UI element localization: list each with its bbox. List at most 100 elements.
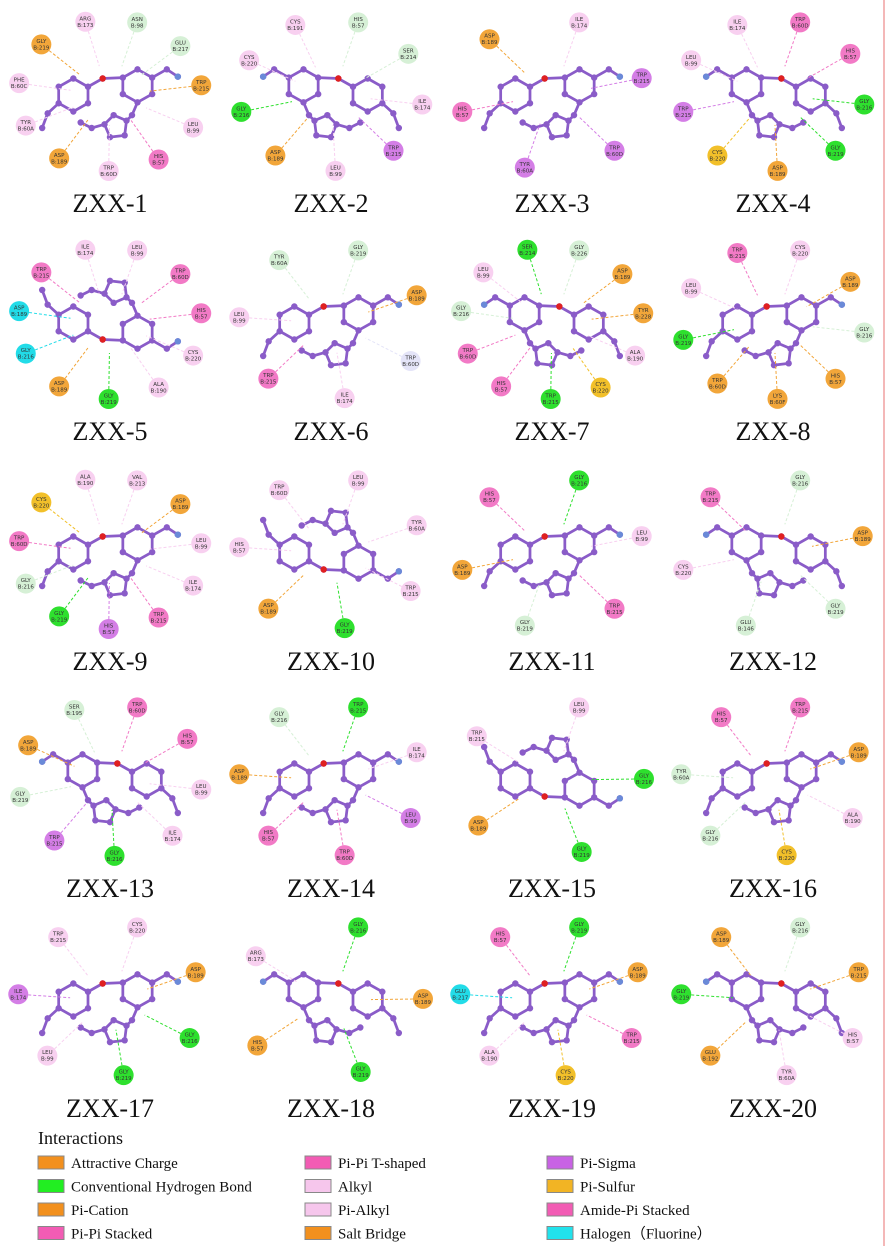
residue-label: TYR	[519, 162, 531, 168]
panel-label: ZXX-14	[287, 874, 375, 903]
residue-label: TRP	[338, 850, 350, 856]
interaction-line	[460, 993, 513, 999]
legend-title: Interactions	[38, 1128, 123, 1148]
residue-label: B:99	[477, 273, 490, 279]
legend-swatch	[304, 1155, 332, 1170]
residue-bubble	[479, 29, 500, 50]
residue-label: ASP	[263, 603, 274, 609]
residue-bubble	[348, 697, 369, 718]
residue-label: B:216	[18, 355, 35, 361]
residue-label: CYS	[244, 55, 255, 61]
residue-label: B:99	[195, 544, 208, 550]
residue-label: B:220	[779, 856, 796, 862]
residue-label: B:215	[634, 79, 651, 85]
interaction-line	[364, 53, 409, 80]
interaction-line	[807, 794, 853, 819]
interaction-line	[591, 312, 644, 320]
residue-label: B:219	[827, 152, 844, 158]
residue-bubble	[848, 962, 869, 983]
residue-label: B:219	[827, 610, 844, 616]
interaction-line	[810, 751, 859, 770]
interaction-line	[145, 565, 194, 587]
residue-label: B:215	[675, 113, 692, 119]
residue-bubble	[681, 278, 702, 299]
residue-label: ASP	[270, 150, 281, 156]
residue-bubble	[633, 303, 654, 324]
interaction-line	[27, 744, 75, 767]
interaction-line	[25, 106, 74, 127]
residue-label: ASP	[175, 499, 186, 505]
residue-label: LEU	[353, 475, 364, 481]
residue-bubble	[854, 322, 875, 343]
residue-label: B:57	[456, 113, 469, 119]
residue-label: TYR	[780, 1070, 792, 1076]
residue-label: CYS	[290, 19, 301, 25]
residue-bubble	[348, 917, 369, 938]
residue-label: B:60D	[271, 491, 288, 497]
legend-swatch	[37, 1226, 65, 1240]
residue-label: B:215	[33, 273, 50, 279]
residue-label: B:60D	[11, 542, 28, 548]
residue-bubble	[127, 697, 148, 718]
interaction-line	[365, 567, 411, 592]
panel-label: ZXX-17	[66, 1094, 154, 1123]
residue-label: B:190	[151, 389, 168, 395]
residue-label: GLY	[574, 245, 585, 251]
residue-label: B:216	[233, 113, 250, 119]
residue-bubble	[406, 515, 427, 536]
residue-bubble	[98, 160, 119, 181]
residue-label: B:189	[415, 1000, 432, 1006]
interaction-line	[140, 273, 181, 305]
interaction-line	[476, 735, 520, 764]
residue-label: B:228	[635, 314, 652, 320]
residue-bubble	[191, 533, 212, 554]
interaction-line	[586, 1014, 632, 1039]
interaction-line	[268, 574, 305, 610]
residue-bubble	[852, 526, 873, 547]
residue-label: PHE	[14, 78, 25, 84]
residue-label: TRP	[352, 702, 364, 708]
residue-label: B:99	[233, 318, 246, 324]
molecule	[258, 506, 404, 584]
residue-label: B:219	[101, 400, 118, 406]
residue-label: CYS	[595, 382, 606, 388]
residue-label: B:60A	[271, 261, 288, 267]
residue-bubble	[604, 140, 625, 161]
residue-label: HIS	[104, 623, 114, 629]
residue-label: GLY	[353, 922, 364, 928]
residue-bubble	[700, 825, 721, 846]
interaction-line	[478, 797, 521, 826]
residue-bubble	[183, 345, 204, 366]
residue-label: B:99	[404, 819, 417, 825]
residue-bubble	[229, 307, 250, 328]
residue-label: B:174	[10, 995, 27, 1001]
residue-bubble	[127, 240, 148, 261]
residue-label: B:60A	[517, 169, 534, 175]
residue-label: GLY	[795, 475, 806, 481]
residue-label: B:99	[187, 129, 200, 135]
residue-label: ILE	[733, 19, 742, 25]
residue-bubble	[269, 250, 290, 271]
residue-bubble	[707, 373, 728, 394]
panel-label: ZXX-13	[66, 874, 154, 903]
interaction-line	[19, 310, 71, 319]
residue-bubble	[269, 707, 290, 728]
molecule	[479, 64, 625, 142]
interaction-line	[255, 955, 299, 984]
interaction-line	[248, 59, 296, 82]
panel-label: ZXX-16	[729, 874, 817, 903]
panel-label: ZXX-5	[72, 417, 147, 446]
residue-bubble	[75, 239, 96, 260]
residue-label: B:60D	[172, 275, 189, 281]
residue-label: B:220	[792, 251, 809, 257]
residue-bubble	[185, 962, 206, 983]
residue-label: B:57	[181, 740, 194, 746]
residue-bubble	[9, 301, 30, 322]
panel-label: ZXX-3	[514, 189, 589, 218]
residue-bubble	[48, 927, 69, 948]
residue-label: ASP	[716, 932, 727, 938]
residue-label: ILE	[418, 99, 427, 105]
residue-bubble	[466, 726, 487, 747]
